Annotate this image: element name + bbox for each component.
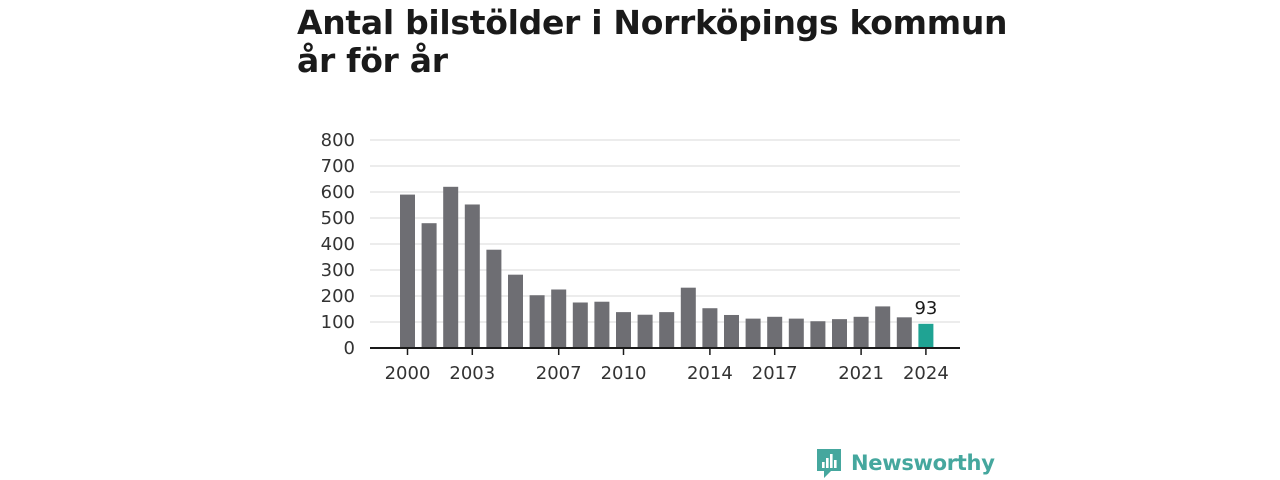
- x-tick-label: 2021: [838, 363, 884, 384]
- bar-2003: [464, 204, 480, 348]
- chart-title-line-2: år för år: [297, 41, 448, 80]
- x-tick-label: 2007: [536, 363, 582, 384]
- x-tick-label: 2000: [385, 363, 431, 384]
- bar-2000: [400, 194, 415, 348]
- y-tick-label: 600: [321, 182, 355, 203]
- brand-logo[interactable]: Newsworthy: [815, 446, 995, 480]
- bar-2008: [572, 302, 588, 348]
- x-tick-label: 2014: [687, 363, 733, 384]
- bar-2024: [918, 323, 934, 348]
- bar-2004: [486, 249, 502, 348]
- bar-2015: [724, 314, 739, 348]
- bar-2018: [788, 318, 804, 348]
- bar-2001: [421, 223, 437, 348]
- y-tick-label: 300: [321, 260, 355, 281]
- bar-2014: [702, 308, 718, 348]
- newsworthy-logo-icon: [817, 449, 841, 478]
- bar-2006: [529, 295, 545, 348]
- y-tick-label: 100: [321, 312, 355, 333]
- bar-2019: [810, 321, 826, 348]
- x-tick-label: 2010: [601, 363, 647, 384]
- bar-2016: [745, 318, 761, 348]
- bar-2020: [832, 319, 847, 348]
- brand-name: Newsworthy: [851, 451, 995, 475]
- y-tick-label: 0: [344, 338, 355, 359]
- y-tick-label: 500: [321, 208, 355, 229]
- bar-2005: [508, 274, 523, 348]
- bar-2023: [896, 317, 912, 348]
- x-tick-label: 2003: [449, 363, 495, 384]
- y-tick-label: 800: [321, 130, 355, 151]
- bar-2021: [853, 316, 869, 348]
- bar-2002: [443, 186, 459, 348]
- bar-2010: [616, 312, 631, 348]
- y-tick-label: 700: [321, 156, 355, 177]
- data-labels: 93: [914, 298, 937, 319]
- chart-title: Antal bilstölder i Norrköpings kommun år…: [297, 4, 1017, 80]
- bar-2017: [767, 316, 783, 348]
- x-axis-labels: 2000 2003 2007 2010 2014 2017 2021 2024: [385, 363, 949, 384]
- logo-badge-shape: [817, 449, 841, 478]
- chart-title-line-1: Antal bilstölder i Norrköpings kommun: [297, 3, 1008, 42]
- y-tick-label: 400: [321, 234, 355, 255]
- bars: [400, 186, 934, 348]
- x-tick-label: 2024: [903, 363, 949, 384]
- y-axis-labels: 0 100 200 300 400 500 600 700 800: [321, 130, 355, 359]
- bar-2009: [594, 301, 610, 348]
- x-tick-label: 2017: [752, 363, 798, 384]
- gridlines: [370, 139, 960, 323]
- bar-2007: [551, 289, 567, 348]
- bar-2011: [637, 314, 653, 348]
- bar-2012: [659, 312, 675, 348]
- x-axis: [370, 347, 960, 355]
- data-label: 93: [914, 298, 937, 319]
- bar-2013: [680, 287, 696, 348]
- bar-2022: [875, 306, 891, 348]
- y-tick-label: 200: [321, 286, 355, 307]
